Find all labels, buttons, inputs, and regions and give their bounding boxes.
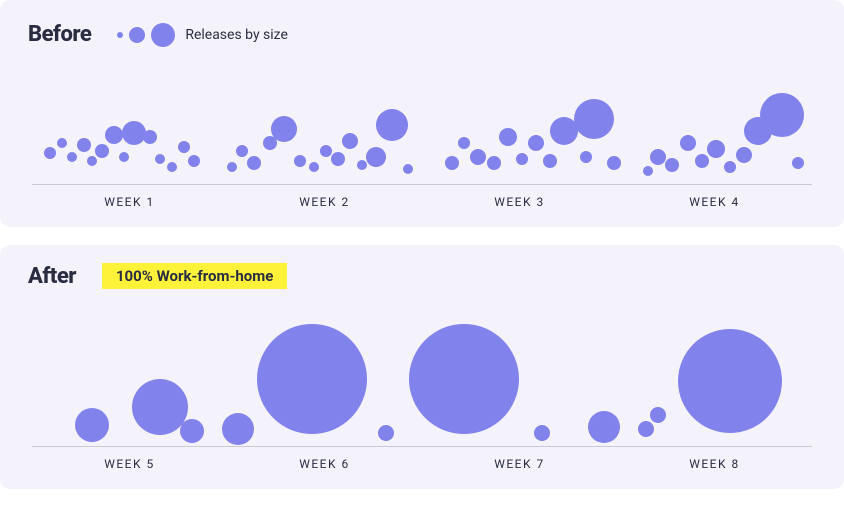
release-bubble	[227, 162, 237, 172]
after-panel: After 100% Work-from-home WEEK 5WEEK 6WE…	[0, 245, 844, 489]
release-bubble	[403, 164, 413, 174]
after-title: After	[28, 264, 76, 289]
release-bubble	[67, 152, 77, 162]
release-bubble	[445, 156, 459, 170]
release-bubble	[167, 162, 177, 172]
after-axis: WEEK 5WEEK 6WEEK 7WEEK 8	[32, 457, 812, 471]
release-bubble	[543, 154, 557, 168]
before-axis: WEEK 1WEEK 2WEEK 3WEEK 4	[32, 195, 812, 209]
release-bubble	[122, 121, 146, 145]
release-bubble	[409, 324, 519, 434]
after-plot	[32, 307, 812, 447]
release-bubble	[650, 149, 666, 165]
axis-label: WEEK 3	[422, 195, 617, 209]
release-bubble	[650, 407, 666, 423]
release-bubble	[792, 157, 804, 169]
release-bubble	[580, 151, 592, 163]
release-bubble	[458, 137, 470, 149]
axis-label: WEEK 7	[422, 457, 617, 471]
release-bubble	[378, 425, 394, 441]
release-bubble	[724, 161, 736, 173]
release-bubble	[376, 109, 408, 141]
release-bubble	[528, 135, 544, 151]
legend-dot-icon	[129, 27, 145, 43]
before-header: Before Releases by size	[28, 22, 816, 47]
release-bubble	[574, 99, 614, 139]
legend: Releases by size	[117, 23, 288, 47]
release-bubble	[643, 166, 653, 176]
release-bubble	[119, 152, 129, 162]
release-bubble	[357, 160, 367, 170]
axis-label: WEEK 6	[227, 457, 422, 471]
before-plot	[32, 65, 812, 185]
release-bubble	[77, 138, 91, 152]
before-plot-wrap: WEEK 1WEEK 2WEEK 3WEEK 4	[28, 65, 816, 209]
after-header: After 100% Work-from-home	[28, 263, 816, 289]
release-bubble	[236, 145, 248, 157]
release-bubble	[105, 126, 123, 144]
before-title: Before	[28, 22, 91, 47]
release-bubble	[534, 425, 550, 441]
release-bubble	[588, 411, 620, 443]
axis-label: WEEK 1	[32, 195, 227, 209]
release-bubble	[178, 141, 190, 153]
release-bubble	[470, 149, 486, 165]
after-plot-wrap: WEEK 5WEEK 6WEEK 7WEEK 8	[28, 307, 816, 471]
release-bubble	[707, 140, 725, 158]
release-bubble	[180, 419, 204, 443]
release-bubble	[320, 145, 332, 157]
release-bubble	[75, 408, 109, 442]
release-bubble	[294, 155, 306, 167]
release-bubble	[309, 162, 319, 172]
release-bubble	[736, 147, 752, 163]
release-bubble	[516, 153, 528, 165]
release-bubble	[257, 324, 367, 434]
release-bubble	[487, 156, 501, 170]
release-bubble	[342, 133, 358, 149]
release-bubble	[271, 116, 297, 142]
release-bubble	[366, 147, 386, 167]
release-bubble	[155, 154, 165, 164]
release-bubble	[499, 128, 517, 146]
legend-dot-icon	[151, 23, 175, 47]
release-bubble	[95, 144, 109, 158]
axis-label: WEEK 4	[617, 195, 812, 209]
release-bubble	[678, 329, 782, 433]
axis-label: WEEK 8	[617, 457, 812, 471]
release-bubble	[760, 93, 804, 137]
before-panel: Before Releases by size WEEK 1WEEK 2WEEK…	[0, 0, 844, 227]
release-bubble	[247, 156, 261, 170]
axis-label: WEEK 2	[227, 195, 422, 209]
legend-dots	[117, 23, 175, 47]
release-bubble	[695, 154, 709, 168]
release-bubble	[87, 156, 97, 166]
release-bubble	[607, 156, 621, 170]
release-bubble	[188, 155, 200, 167]
release-bubble	[680, 135, 696, 151]
wfh-highlight: 100% Work-from-home	[102, 263, 287, 289]
axis-label: WEEK 5	[32, 457, 227, 471]
release-bubble	[665, 158, 679, 172]
release-bubble	[143, 130, 157, 144]
legend-dot-icon	[117, 32, 123, 38]
release-bubble	[638, 421, 654, 437]
legend-label: Releases by size	[185, 27, 288, 43]
release-bubble	[44, 147, 56, 159]
release-bubble	[331, 152, 345, 166]
release-bubble	[57, 138, 67, 148]
release-bubble	[222, 413, 254, 445]
